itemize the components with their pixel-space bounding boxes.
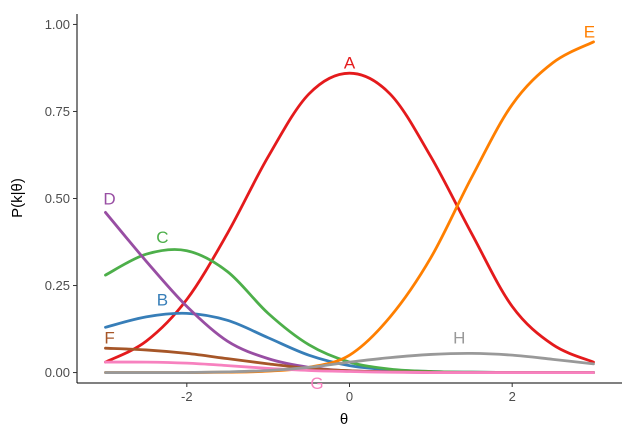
y-tick-label: 0.75 [45, 104, 70, 119]
curve-g [104, 360, 595, 374]
curve-label-f: F [104, 329, 114, 348]
curve-a [104, 71, 595, 364]
y-tick-label: 0.25 [45, 278, 70, 293]
curve-label-d: D [103, 190, 115, 209]
x-tick-label: 0 [346, 389, 353, 404]
curve-labels: A B C D E F G H [103, 22, 595, 393]
curve-h [104, 351, 595, 374]
curve-e [104, 40, 595, 374]
curve-label-c: C [156, 228, 168, 247]
x-ticks: -2 0 2 [181, 383, 516, 404]
axes: 0.00 0.25 0.50 0.75 1.00 -2 0 2 [45, 14, 622, 404]
curves [104, 40, 595, 374]
curve-label-h: H [453, 329, 465, 348]
curve-label-b: B [157, 290, 168, 309]
y-ticks: 0.00 0.25 0.50 0.75 1.00 [45, 17, 77, 380]
curve-d [104, 211, 595, 374]
y-tick-label: 1.00 [45, 17, 70, 32]
curve-f [104, 346, 595, 374]
curve-label-a: A [344, 54, 356, 73]
x-axis-title: θ [340, 411, 348, 428]
curve-label-e: E [584, 22, 595, 41]
y-tick-label: 0.50 [45, 191, 70, 206]
y-axis-title: P(k|θ) [9, 178, 26, 218]
x-tick-label: 2 [509, 389, 516, 404]
curve-label-g: G [310, 374, 323, 393]
x-tick-label: -2 [181, 389, 193, 404]
y-tick-label: 0.00 [45, 365, 70, 380]
